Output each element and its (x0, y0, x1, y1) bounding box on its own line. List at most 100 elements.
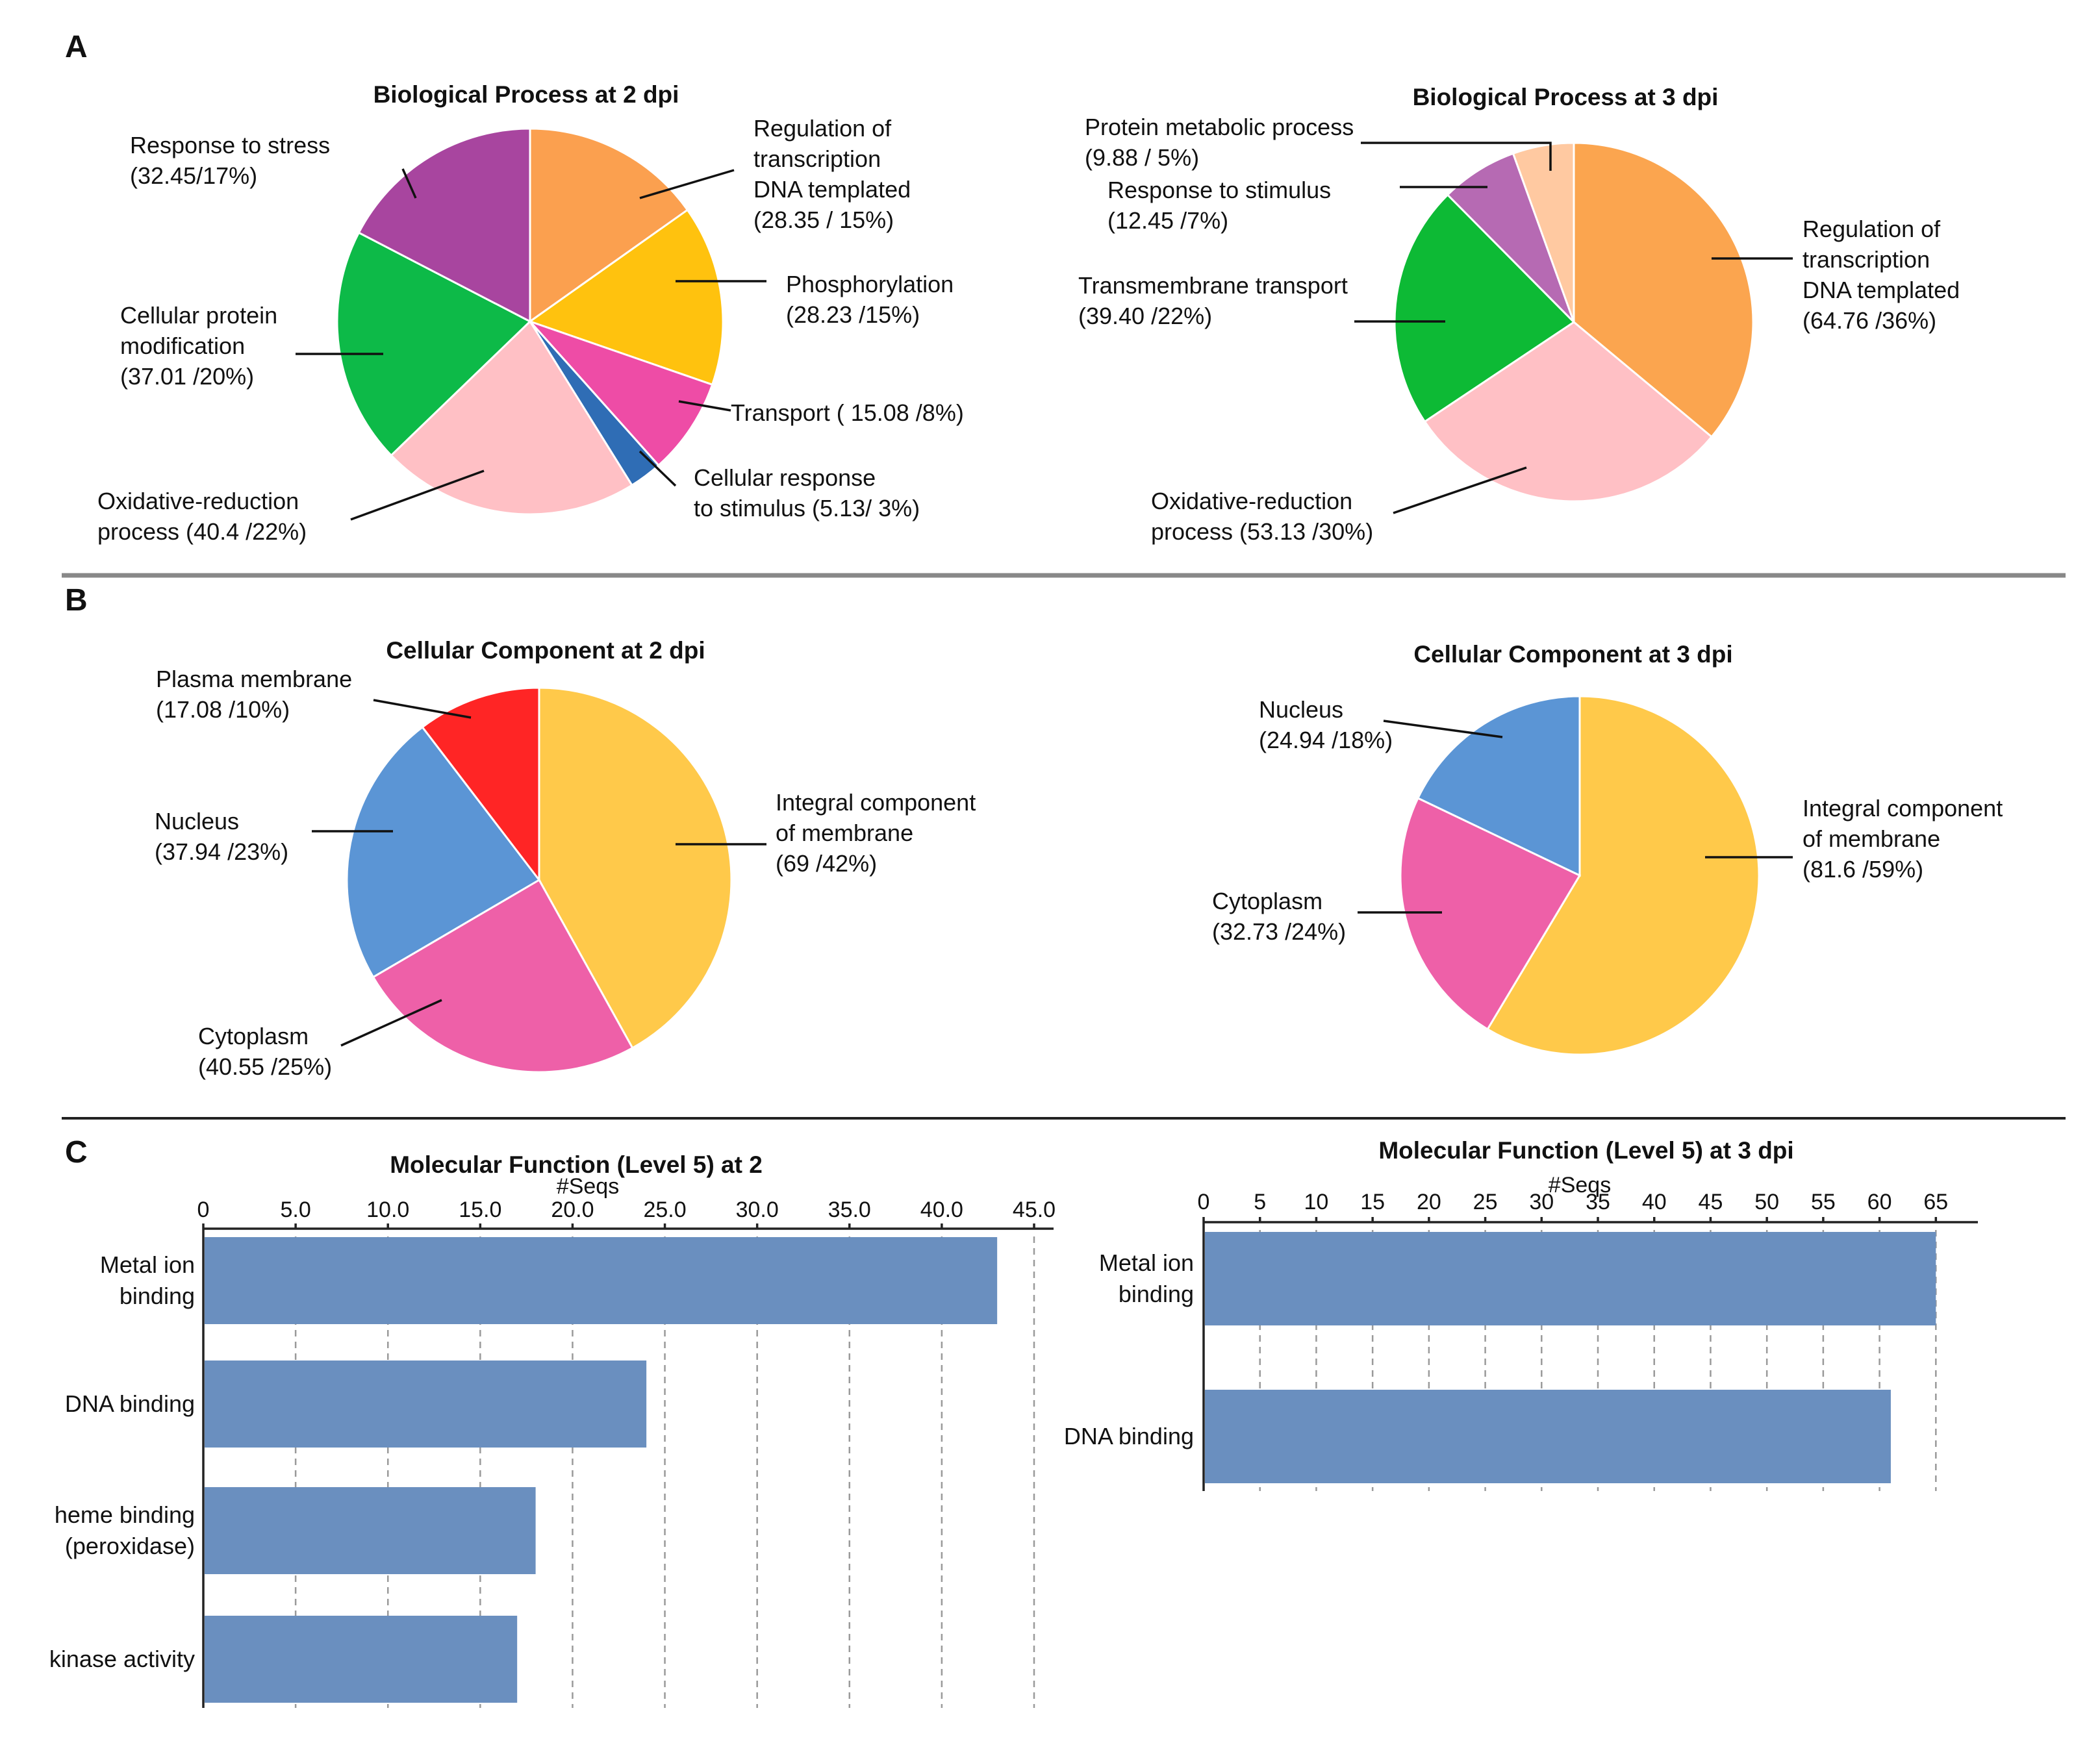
cc-2dpi-leader-cytoplasm (340, 999, 442, 1047)
label-line: Regulation of (753, 115, 892, 142)
bp-2dpi-slice-oxidative-reduction (390, 320, 633, 516)
label-line: (24.94 /18%) (1259, 727, 1393, 753)
label-line: Nucleus (1259, 696, 1343, 723)
mf-2dpi-tick-label: 35.0 (828, 1198, 871, 1222)
label-line: Response to stress (130, 132, 330, 158)
mf-2dpi-tick-label: 30.0 (736, 1198, 779, 1222)
bp-2dpi-title: Biological Process at 2 dpi (373, 81, 679, 108)
label-line: (39.40 /22%) (1078, 303, 1212, 329)
bp-2dpi-slice-cellular-protein (336, 231, 532, 457)
bp-2dpi-label-phosphorylation: Phosphorylation (28.23 /15%) (786, 271, 954, 328)
label-line: (28.35 / 15%) (753, 207, 894, 233)
mf-2dpi-tick-label: 25.0 (643, 1198, 686, 1222)
cc-2dpi-label-cytoplasm: Cytoplasm (40.55 /25%) (198, 1023, 332, 1080)
label-line: (12.45 /7%) (1107, 207, 1228, 234)
mf-3dpi-x-axis-title: #Seqs (1549, 1173, 1611, 1198)
label-line: Plasma membrane (156, 666, 352, 692)
panel-letter-b: B (65, 583, 88, 618)
label-line: (81.6 /59%) (1803, 856, 1923, 883)
mf-3dpi-bar-dna-binding (1205, 1390, 1891, 1483)
bp-3dpi-leader-oxidative-reduction (1393, 466, 1527, 514)
cc-3dpi-label-cytoplasm: Cytoplasm (32.73 /24%) (1212, 888, 1346, 945)
cc-2dpi-slice-integral-component (538, 686, 733, 1049)
bp-3dpi-label-oxidative-reduction: Oxidative-reduction process (53.13 /30%) (1151, 488, 1373, 545)
category-line: DNA binding (65, 1390, 195, 1417)
mf-2dpi-tick-label: 0 (197, 1198, 210, 1222)
mf-2dpi-category-metal-ion-binding: Metal ion binding (100, 1251, 195, 1309)
label-line: Integral component (1803, 795, 2003, 821)
category-line: Metal ion (100, 1251, 195, 1278)
mf-3dpi-tick-label: 45 (1699, 1190, 1723, 1214)
mf-3dpi-tick-label: 15 (1360, 1190, 1385, 1214)
label-line: to stimulus (5.13/ 3%) (694, 495, 920, 521)
cc-3dpi-label-integral-component: Integral component of membrane (81.6 /59%) (1803, 795, 2003, 883)
bp-2dpi-leader-transport-15-08-8 (678, 400, 731, 412)
mf-2dpi-tick-label: 15.0 (459, 1198, 501, 1222)
label-line: Integral component (776, 789, 976, 816)
mf-3dpi-tick-label: 60 (1867, 1190, 1892, 1214)
label-line: transcription (753, 145, 881, 172)
cc-2dpi-title: Cellular Component at 2 dpi (386, 637, 705, 664)
bp-2dpi-leader-oxidative-reduction (350, 470, 485, 521)
cc-3dpi-leader-nucleus (1383, 720, 1503, 738)
bp-2dpi-slice-regulation-of (529, 127, 689, 323)
category-line: binding (1119, 1281, 1194, 1307)
label-line: process (40.4 /22%) (97, 518, 307, 545)
label-line: Cytoplasm (198, 1023, 309, 1049)
cc-2dpi-slice-cytoplasm (372, 878, 634, 1073)
category-line: kinase activity (49, 1646, 195, 1672)
label-line: of membrane (1803, 825, 1940, 852)
label-line: DNA templated (1803, 277, 1960, 303)
cc-3dpi-title: Cellular Component at 3 dpi (1413, 641, 1732, 668)
bp-3dpi-slice-protein-metabolic-process (1512, 142, 1575, 323)
bp-3dpi-slice-regulation-of (1573, 142, 1754, 438)
label-line: Transport ( 15.08 /8%) (731, 399, 964, 426)
charts: Regulation of transcription DNA templated (… (49, 114, 2003, 1708)
label-line: DNA templated (753, 176, 911, 203)
label-line: Response to stimulus (1107, 177, 1331, 203)
mf-3dpi-category-dna-binding: DNA binding (1064, 1423, 1194, 1449)
mf-2dpi-tick-label: 10.0 (366, 1198, 409, 1222)
cc-3dpi-slice-nucleus (1416, 695, 1581, 877)
mf-3dpi-tick-label: 10 (1304, 1190, 1329, 1214)
cc-3dpi-slice-integral-component (1486, 695, 1760, 1056)
mf-3dpi-title: Molecular Function (Level 5) at 3 dpi (1378, 1137, 1793, 1164)
category-line: binding (120, 1283, 195, 1309)
mf-3dpi-tick-label: 55 (1811, 1190, 1836, 1214)
label-line: (17.08 /10%) (156, 696, 290, 723)
label-line: Regulation of (1803, 216, 1941, 242)
bp-2dpi-label-response-to-stress: Response to stress (32.45/17%) (130, 132, 330, 189)
category-line: Metal ion (1099, 1249, 1194, 1276)
bp-2dpi-label-transport-15-08-8: Transport ( 15.08 /8%) (731, 399, 964, 426)
bp-3dpi-leader-protein-metabolic-process (1361, 142, 1552, 171)
cc-2dpi-label-plasma-membrane: Plasma membrane (17.08 /10%) (156, 666, 352, 723)
mf-2dpi-bar-kinase-activity (205, 1616, 518, 1703)
mf-2dpi-title: Molecular Function (Level 5) at 2 (390, 1151, 763, 1178)
cc-2dpi-label-nucleus: Nucleus (37.94 /23%) (155, 808, 288, 865)
label-line: process (53.13 /30%) (1151, 518, 1373, 545)
panel-letter-a: A (65, 30, 88, 64)
label-line: Cytoplasm (1212, 888, 1322, 914)
category-line: (peroxidase) (65, 1533, 195, 1559)
label-line: (40.55 /25%) (198, 1053, 332, 1080)
label-line: (64.76 /36%) (1803, 307, 1936, 334)
bp-2dpi-leader-cellular-response (639, 450, 677, 487)
mf-3dpi-tick-label: 30 (1529, 1190, 1554, 1214)
mf-3dpi-bar-metal-ion-binding (1205, 1232, 1936, 1325)
mf-3dpi-tick-label: 35 (1586, 1190, 1610, 1214)
cc-2dpi-slice-plasma-membrane (421, 686, 540, 883)
bp-3dpi-slice-oxidative-reduction (1423, 321, 1714, 503)
label-line: Oxidative-reduction (1151, 488, 1352, 514)
mf-2dpi-category-dna-binding: DNA binding (65, 1390, 195, 1417)
category-line: DNA binding (1064, 1423, 1194, 1449)
label-line: Nucleus (155, 808, 239, 834)
bp-2dpi-leader-response-to-stress (401, 168, 417, 199)
bp-3dpi-label-response-to-stimulus: Response to stimulus (12.45 /7%) (1107, 177, 1331, 234)
category-line: heme binding (55, 1501, 195, 1528)
label-line: (28.23 /15%) (786, 301, 920, 328)
bp-2dpi-label-cellular-protein: Cellular protein modification (37.01 /20%) (120, 302, 277, 390)
mf-3dpi-tick-label: 25 (1473, 1190, 1498, 1214)
bp-2dpi-leader-regulation-of (639, 169, 735, 199)
cc-2dpi-leader-plasma-membrane (373, 699, 472, 719)
